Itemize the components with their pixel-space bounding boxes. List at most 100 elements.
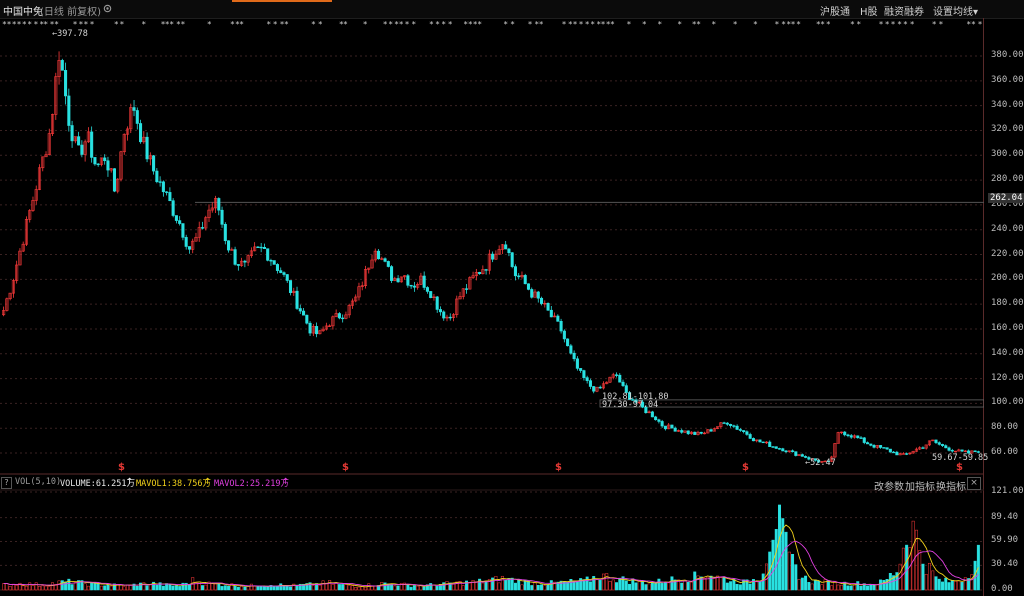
hk-connect-link[interactable]: 沪股通 — [820, 7, 850, 18]
signal-mark[interactable]: $ — [118, 462, 125, 473]
event-marker-icon[interactable]: * — [903, 20, 908, 29]
event-marker-icon[interactable]: * — [606, 20, 611, 29]
event-marker-icon[interactable]: * — [590, 20, 595, 29]
event-marker-icon[interactable]: * — [642, 20, 647, 29]
event-marker-icon[interactable]: * — [473, 20, 478, 29]
event-marker-icon[interactable]: * — [534, 20, 539, 29]
event-marker-icon[interactable]: * — [273, 20, 278, 29]
event-marker-icon[interactable]: * — [239, 20, 244, 29]
event-marker-icon[interactable]: * — [83, 20, 88, 29]
event-marker-icon[interactable]: * — [791, 20, 796, 29]
event-marker-icon[interactable]: * — [280, 20, 285, 29]
switch-indicator-button[interactable]: 换指标 — [936, 482, 966, 493]
event-marker-icon[interactable]: * — [399, 20, 404, 29]
event-marker-icon[interactable]: * — [22, 20, 27, 29]
event-marker-icon[interactable]: * — [879, 20, 884, 29]
event-marker-icon[interactable]: * — [897, 20, 902, 29]
event-marker-icon[interactable]: * — [610, 20, 615, 29]
event-marker-icon[interactable]: * — [692, 20, 697, 29]
event-marker-icon[interactable]: * — [696, 20, 701, 29]
margin-trading-link[interactable]: 融资融券 — [884, 7, 924, 18]
add-indicator-button[interactable]: 加指标 — [905, 482, 935, 493]
event-marker-icon[interactable]: * — [435, 20, 440, 29]
event-marker-icon[interactable]: * — [971, 20, 976, 29]
event-marker-icon[interactable]: * — [786, 20, 791, 29]
event-marker-icon[interactable]: * — [539, 20, 544, 29]
event-marker-icon[interactable]: * — [90, 20, 95, 29]
event-marker-icon[interactable]: * — [826, 20, 831, 29]
event-marker-icon[interactable]: * — [161, 20, 166, 29]
event-marker-icon[interactable]: * — [78, 20, 83, 29]
event-marker-icon[interactable]: * — [816, 20, 821, 29]
event-marker-icon[interactable]: * — [363, 20, 368, 29]
event-marker-icon[interactable]: * — [73, 20, 78, 29]
event-marker-icon[interactable]: * — [411, 20, 416, 29]
event-marker-icon[interactable]: * — [932, 20, 937, 29]
event-marker-icon[interactable]: * — [235, 20, 240, 29]
event-marker-icon[interactable]: * — [311, 20, 316, 29]
event-marker-icon[interactable]: * — [207, 20, 212, 29]
signal-mark[interactable]: $ — [956, 462, 963, 473]
signal-mark[interactable]: $ — [555, 462, 562, 473]
event-marker-icon[interactable]: * — [510, 20, 515, 29]
event-marker-icon[interactable]: * — [781, 20, 786, 29]
event-marker-icon[interactable]: * — [856, 20, 861, 29]
event-marker-icon[interactable]: * — [39, 20, 44, 29]
event-marker-icon[interactable]: * — [119, 20, 124, 29]
event-marker-icon[interactable]: * — [388, 20, 393, 29]
event-marker-icon[interactable]: * — [910, 20, 915, 29]
event-marker-icon[interactable]: * — [601, 20, 606, 29]
event-marker-icon[interactable]: * — [383, 20, 388, 29]
event-marker-icon[interactable]: * — [339, 20, 344, 29]
event-marker-icon[interactable]: * — [885, 20, 890, 29]
event-marker-icon[interactable]: * — [939, 20, 944, 29]
event-marker-icon[interactable]: * — [43, 20, 48, 29]
event-marker-icon[interactable]: * — [579, 20, 584, 29]
event-marker-icon[interactable]: * — [850, 20, 855, 29]
event-marker-icon[interactable]: * — [114, 20, 119, 29]
event-marker-icon[interactable]: * — [657, 20, 662, 29]
close-icon[interactable]: × — [967, 477, 981, 490]
event-marker-icon[interactable]: * — [7, 20, 12, 29]
event-marker-icon[interactable]: * — [573, 20, 578, 29]
help-icon[interactable]: ? — [1, 477, 12, 489]
indicator-name[interactable]: VOL(5,10) — [15, 477, 62, 487]
event-marker-icon[interactable]: * — [27, 20, 32, 29]
event-marker-icon[interactable]: * — [343, 20, 348, 29]
event-marker-icon[interactable]: * — [596, 20, 601, 29]
event-marker-icon[interactable]: * — [181, 20, 186, 29]
event-marker-icon[interactable]: * — [463, 20, 468, 29]
event-marker-icon[interactable]: * — [796, 20, 801, 29]
event-marker-icon[interactable]: * — [711, 20, 716, 29]
event-marker-icon[interactable]: * — [33, 20, 38, 29]
event-marker-icon[interactable]: * — [284, 20, 289, 29]
event-marker-icon[interactable]: * — [165, 20, 170, 29]
h-share-link[interactable]: H股 — [860, 7, 878, 18]
event-marker-icon[interactable]: * — [169, 20, 174, 29]
event-marker-icon[interactable]: * — [230, 20, 235, 29]
event-marker-icon[interactable]: * — [17, 20, 22, 29]
event-marker-icon[interactable]: * — [891, 20, 896, 29]
event-marker-icon[interactable]: * — [477, 20, 482, 29]
event-marker-icon[interactable]: * — [562, 20, 567, 29]
event-marker-icon[interactable]: * — [429, 20, 434, 29]
event-marker-icon[interactable]: * — [405, 20, 410, 29]
event-marker-icon[interactable]: * — [394, 20, 399, 29]
signal-mark[interactable]: $ — [342, 462, 349, 473]
event-marker-icon[interactable]: * — [528, 20, 533, 29]
event-marker-icon[interactable]: * — [12, 20, 17, 29]
gear-icon[interactable] — [102, 3, 113, 14]
stock-name[interactable]: 中国中免 — [3, 7, 43, 18]
event-marker-icon[interactable]: * — [2, 20, 7, 29]
event-marker-icon[interactable]: * — [753, 20, 758, 29]
event-marker-icon[interactable]: * — [677, 20, 682, 29]
event-marker-icon[interactable]: * — [585, 20, 590, 29]
event-marker-icon[interactable]: * — [468, 20, 473, 29]
event-marker-icon[interactable]: * — [50, 20, 55, 29]
event-marker-icon[interactable]: * — [966, 20, 971, 29]
event-marker-icon[interactable]: * — [627, 20, 632, 29]
event-marker-icon[interactable]: * — [318, 20, 323, 29]
event-marker-icon[interactable]: * — [141, 20, 146, 29]
ma-settings-dropdown[interactable]: 设置均线▾ — [933, 7, 979, 18]
event-marker-icon[interactable]: * — [448, 20, 453, 29]
